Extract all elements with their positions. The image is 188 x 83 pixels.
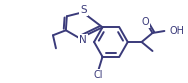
Text: O: O — [142, 17, 149, 27]
Text: N: N — [79, 35, 86, 45]
Text: OH: OH — [169, 26, 184, 36]
Text: S: S — [80, 5, 87, 15]
Text: Cl: Cl — [94, 70, 103, 80]
